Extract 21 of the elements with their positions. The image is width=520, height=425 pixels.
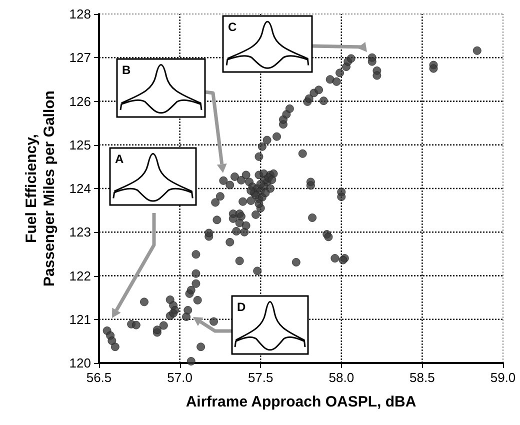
- x-axis-title: Airframe Approach OASPL, dBA: [186, 394, 416, 410]
- y-tick-label: 122: [69, 268, 91, 284]
- y-tick-label: 121: [69, 312, 91, 327]
- x-tick-label: 57.5: [248, 370, 274, 385]
- y-tick-label: 124: [69, 181, 91, 196]
- x-tick-label: 57.0: [167, 370, 192, 385]
- y-tick-label: 126: [69, 94, 91, 109]
- y-tick-label: 127: [69, 50, 91, 66]
- y-tick-label: 125: [69, 137, 91, 152]
- y-axis-title: Fuel Efficiency, Passenger Miles per Gallon: [22, 90, 58, 286]
- x-tick-label: 58.0: [328, 370, 354, 385]
- y-tick-label: 123: [69, 224, 91, 240]
- annotation: D: [237, 300, 246, 314]
- annotation: B: [122, 63, 131, 77]
- x-tick-label: 58.5: [410, 370, 435, 385]
- y-tick-label: 120: [69, 356, 91, 370]
- x-tick-label: 56.5: [86, 370, 112, 385]
- annotation: A: [115, 152, 124, 166]
- annotation: C: [228, 20, 237, 34]
- x-tick-label: 59.0: [490, 370, 516, 385]
- y-tick-label: 128: [69, 6, 91, 22]
